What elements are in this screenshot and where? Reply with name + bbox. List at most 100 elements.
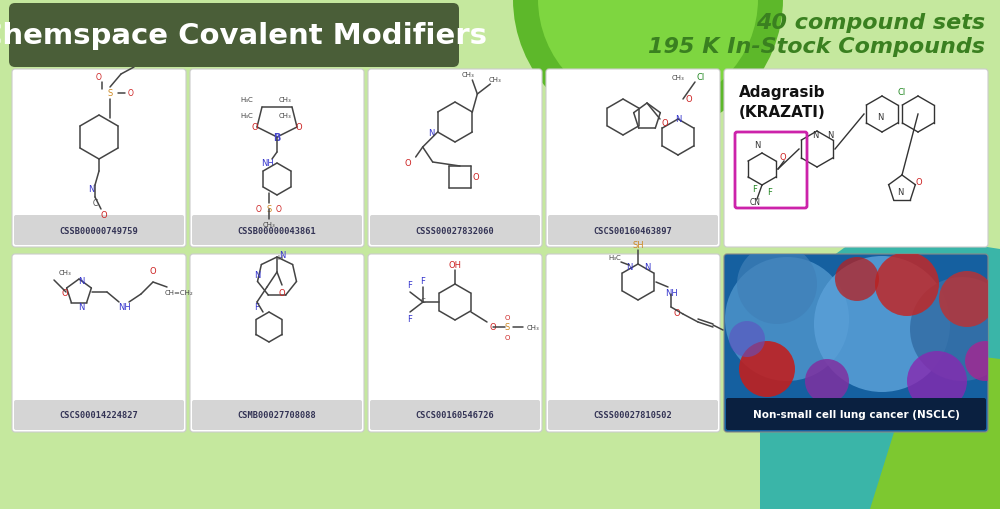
Text: F: F	[408, 315, 412, 324]
Text: H₃C: H₃C	[241, 97, 253, 103]
Circle shape	[538, 0, 758, 110]
FancyBboxPatch shape	[724, 70, 988, 247]
Text: H₃C: H₃C	[241, 113, 253, 119]
Text: CH₃: CH₃	[279, 97, 291, 103]
Text: N: N	[78, 302, 84, 311]
FancyBboxPatch shape	[190, 70, 364, 247]
Text: CSCS00160546726: CSCS00160546726	[416, 411, 494, 420]
Text: O: O	[96, 73, 102, 82]
Text: F: F	[421, 276, 425, 285]
Text: N: N	[754, 140, 760, 150]
Text: B: B	[273, 133, 281, 143]
Text: C: C	[92, 198, 98, 207]
Text: Adagrasib
(KRAZATI): Adagrasib (KRAZATI)	[739, 85, 826, 120]
FancyBboxPatch shape	[546, 70, 720, 247]
Text: CH₂CH₃: CH₂CH₃	[128, 63, 152, 67]
Text: O: O	[686, 95, 692, 104]
FancyBboxPatch shape	[14, 400, 184, 430]
Text: O: O	[256, 205, 262, 214]
Text: H₃C: H₃C	[609, 254, 621, 261]
Circle shape	[729, 321, 765, 357]
FancyBboxPatch shape	[368, 254, 542, 432]
Circle shape	[739, 342, 795, 397]
Polygon shape	[870, 349, 1000, 509]
Text: SH: SH	[632, 240, 644, 249]
Text: CH₃: CH₃	[527, 324, 539, 330]
Circle shape	[907, 351, 967, 411]
Text: F: F	[767, 188, 772, 196]
Text: CSMB00027708088: CSMB00027708088	[238, 411, 316, 420]
Text: 40 compound sets: 40 compound sets	[756, 13, 985, 33]
Polygon shape	[760, 230, 1000, 509]
Text: N: N	[877, 113, 883, 122]
Text: Chemspace Covalent Modifiers: Chemspace Covalent Modifiers	[0, 22, 487, 50]
Text: O: O	[128, 89, 134, 98]
Text: CSSB00000749759: CSSB00000749759	[60, 226, 138, 235]
Text: CSCS00014224827: CSCS00014224827	[60, 411, 138, 420]
Text: N: N	[428, 128, 435, 137]
Text: N: N	[827, 131, 833, 140]
Text: O: O	[296, 123, 302, 132]
FancyBboxPatch shape	[190, 254, 364, 432]
Text: CH₃: CH₃	[279, 113, 291, 119]
FancyBboxPatch shape	[192, 216, 362, 245]
Text: CH₃: CH₃	[462, 72, 475, 78]
Text: O: O	[252, 123, 258, 132]
FancyBboxPatch shape	[370, 400, 540, 430]
Text: O: O	[279, 289, 285, 298]
FancyBboxPatch shape	[12, 70, 186, 247]
Text: CH₃: CH₃	[263, 221, 275, 228]
Circle shape	[939, 271, 995, 327]
FancyBboxPatch shape	[724, 254, 988, 432]
Text: CH₃: CH₃	[489, 77, 502, 83]
FancyBboxPatch shape	[192, 400, 362, 430]
Text: Cl: Cl	[898, 88, 906, 97]
Text: N: N	[88, 185, 94, 194]
Text: O: O	[101, 210, 107, 219]
Text: CH₃: CH₃	[59, 269, 71, 275]
Text: Non-small cell lung cancer (NSCLC): Non-small cell lung cancer (NSCLC)	[753, 409, 959, 419]
Text: N: N	[675, 115, 681, 124]
Text: NH: NH	[261, 159, 273, 168]
Text: O: O	[473, 173, 479, 182]
Circle shape	[737, 244, 817, 324]
Text: N: N	[812, 131, 818, 140]
Text: CSSS00027810502: CSSS00027810502	[594, 411, 672, 420]
Circle shape	[965, 342, 1000, 381]
Text: CN: CN	[750, 197, 761, 207]
Text: O: O	[504, 334, 510, 341]
Text: N: N	[626, 263, 632, 272]
Text: O: O	[662, 118, 668, 127]
Text: O: O	[674, 308, 680, 317]
Text: O: O	[504, 315, 510, 320]
Text: CH=CH₂: CH=CH₂	[165, 290, 193, 295]
FancyBboxPatch shape	[726, 398, 986, 430]
Text: O: O	[276, 205, 282, 214]
Circle shape	[725, 258, 849, 381]
Text: CH₃: CH₃	[672, 75, 684, 81]
Text: NH: NH	[118, 303, 130, 312]
Circle shape	[513, 0, 783, 135]
FancyBboxPatch shape	[370, 216, 540, 245]
FancyBboxPatch shape	[14, 216, 184, 245]
Text: N: N	[78, 276, 84, 285]
Text: C: C	[421, 297, 425, 303]
FancyBboxPatch shape	[12, 254, 186, 432]
FancyBboxPatch shape	[368, 70, 542, 247]
Text: F: F	[408, 281, 412, 290]
Circle shape	[814, 257, 950, 392]
Text: CSSB00000043861: CSSB00000043861	[238, 226, 316, 235]
FancyBboxPatch shape	[546, 254, 720, 432]
Text: S: S	[266, 205, 272, 214]
Circle shape	[910, 277, 1000, 381]
FancyBboxPatch shape	[548, 400, 718, 430]
FancyBboxPatch shape	[548, 216, 718, 245]
Circle shape	[805, 359, 849, 403]
Circle shape	[875, 252, 939, 317]
Text: N: N	[897, 188, 903, 196]
FancyBboxPatch shape	[9, 4, 459, 68]
Text: Cl: Cl	[697, 73, 705, 82]
Text: F: F	[255, 303, 259, 312]
Text: S: S	[107, 89, 113, 98]
Text: S: S	[504, 323, 510, 332]
